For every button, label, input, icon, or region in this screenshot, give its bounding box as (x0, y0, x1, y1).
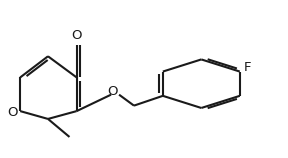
Text: O: O (7, 106, 17, 119)
Text: O: O (71, 29, 82, 43)
Text: O: O (107, 85, 118, 98)
Text: F: F (244, 61, 252, 74)
